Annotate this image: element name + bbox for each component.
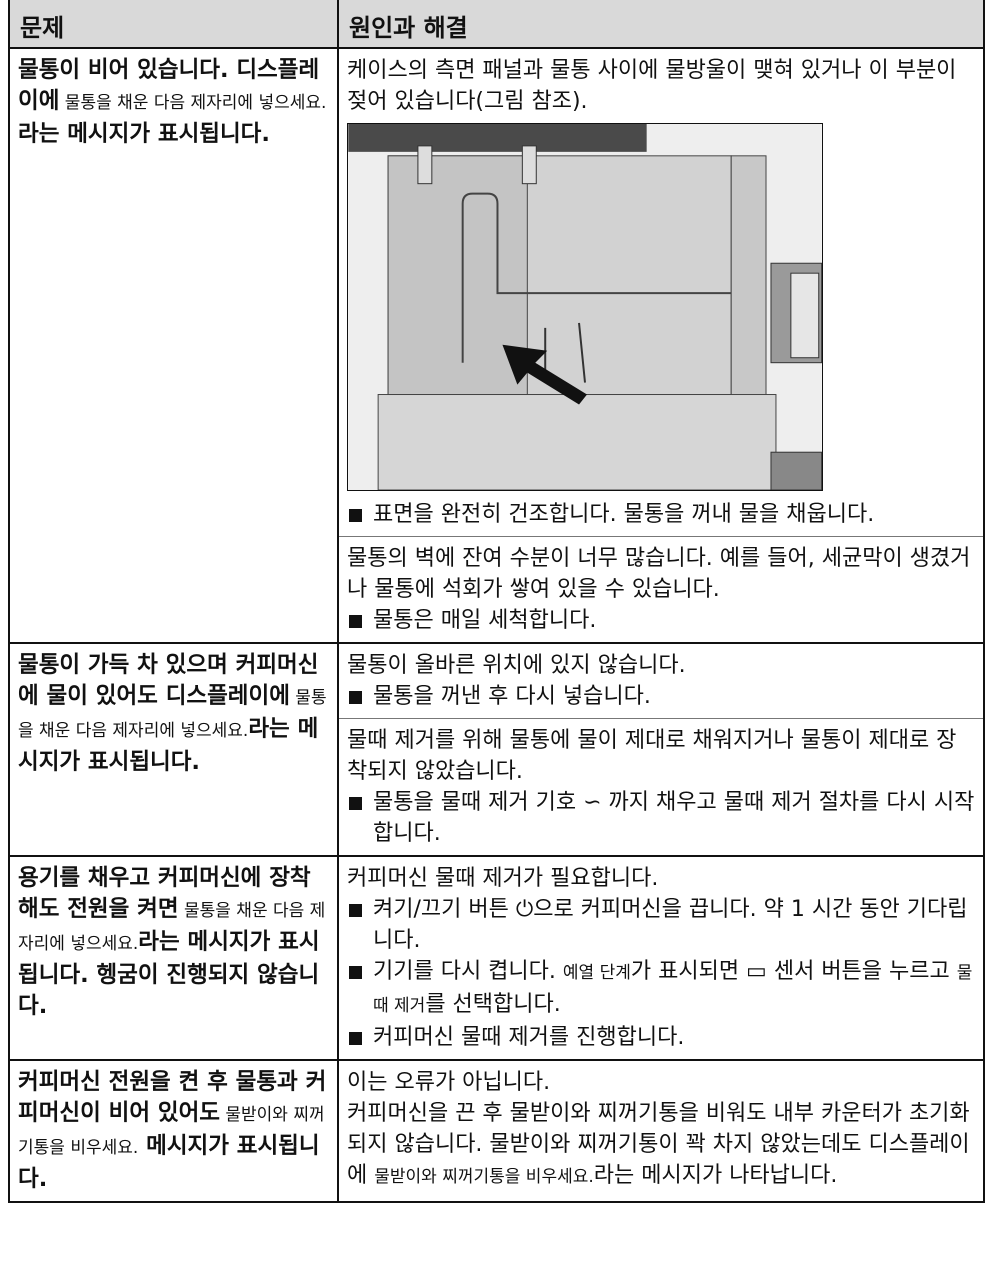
bullet-item: 물통을 물때 제거 기호 ∽ 까지 채우고 물때 제거 절차를 다시 시작합니다… bbox=[347, 787, 975, 849]
paragraph: 케이스의 측면 패널과 물통 사이에 물방울이 맺혀 있거나 이 부분이 젖어 … bbox=[347, 55, 975, 117]
solution-column: 물통이 올바른 위치에 있지 않습니다. 물통을 꺼낸 후 다시 넣습니다. 물때 … bbox=[339, 644, 983, 855]
paragraph: 물통의 벽에 잔여 수분이 너무 많습니다. 예를 들어, 세균막이 생겼거나 … bbox=[347, 543, 975, 605]
table-row: 물통이 가득 차 있으며 커피머신에 물이 있어도 디스플레이에 물통을 채운 … bbox=[10, 644, 983, 857]
paragraph: 커피머신 물때 제거가 필요합니다. bbox=[347, 863, 975, 894]
header-cell: 원인과 해결 bbox=[349, 14, 468, 42]
text-span: 물통은 매일 세척합니다. bbox=[373, 608, 597, 633]
paragraph: 물때 제거를 위해 물통에 물이 제대로 채워지거나 물통이 제대로 장착되지 … bbox=[347, 725, 975, 787]
bullet-item: 물통은 매일 세척합니다. bbox=[347, 605, 975, 636]
bullet-item: 표면을 완전히 건조합니다. 물통을 꺼내 물을 채웁니다. bbox=[347, 499, 975, 530]
bullet-item: 켜기/끄기 버튼 ⏻으로 커피머신을 끕니다. 약 1 시간 동안 기다립니다. bbox=[347, 894, 975, 956]
paragraph: 이는 오류가 아닙니다. bbox=[347, 1067, 975, 1098]
text-span: 표면을 완전히 건조합니다. 물통을 꺼내 물을 채웁니다. bbox=[373, 502, 875, 527]
paragraph: 물통이 올바른 위치에 있지 않습니다. bbox=[347, 650, 975, 681]
text-span: 물통을 물때 제거 기호 ∽ 까지 채우고 물때 제거 절차를 다시 시작합니다… bbox=[373, 790, 975, 846]
text-span: 물통을 채운 다음 제자리에 넣으세요. bbox=[18, 688, 327, 741]
text-span: 라는 메시지가 표시됩니다. 헹굼이 진행되지 않습니다. bbox=[18, 929, 320, 1019]
solution-cell: 물때 제거를 위해 물통에 물이 제대로 채워지거나 물통이 제대로 장착되지 … bbox=[339, 719, 983, 855]
figure bbox=[347, 123, 823, 491]
bullet-item: 기기를 다시 켭니다. 예열 단계가 표시되면 ▭ 센서 버튼을 누르고 물때 … bbox=[347, 956, 975, 1022]
text-span: 물때 제거 bbox=[373, 963, 973, 1016]
text-span: 라는 메시지가 나타납니다. bbox=[593, 1163, 838, 1188]
bullet-item: 물통을 꺼낸 후 다시 넣습니다. bbox=[347, 681, 975, 712]
text-span: 이는 오류가 아닙니다. bbox=[347, 1070, 551, 1095]
solution-column: 케이스의 측면 패널과 물통 사이에 물방울이 맺혀 있거나 이 부분이 젖어 … bbox=[339, 49, 983, 642]
solution-cell: 물통이 올바른 위치에 있지 않습니다. 물통을 꺼낸 후 다시 넣습니다. bbox=[339, 644, 983, 719]
text-span: 를 선택합니다. bbox=[425, 992, 561, 1017]
text-span: 켜기/끄기 버튼 ⏻으로 커피머신을 끕니다. 약 1 시간 동안 기다립니다. bbox=[373, 897, 968, 953]
solution-cell: 물통의 벽에 잔여 수분이 너무 많습니다. 예를 들어, 세균막이 생겼거나 … bbox=[339, 537, 983, 642]
text-span: 용기를 채우고 커피머신에 장착해도 전원을 켜면 bbox=[18, 865, 311, 922]
text-span: 커피머신을 끈 후 물받이와 찌꺼기통을 비워도 내부 카운터가 초기화되지 않… bbox=[347, 1101, 970, 1188]
bullet-item: 커피머신 물때 제거를 진행합니다. bbox=[347, 1022, 975, 1053]
header-row: 문제 원인과 해결 bbox=[10, 0, 983, 49]
solution-cell: 케이스의 측면 패널과 물통 사이에 물방울이 맺혀 있거나 이 부분이 젖어 … bbox=[339, 49, 983, 537]
problem-cell: 물통이 가득 차 있으며 커피머신에 물이 있어도 디스플레이에 물통을 채운 … bbox=[10, 644, 339, 855]
text-span: 라는 메시지가 표시됩니다. bbox=[18, 716, 319, 775]
table-row: 커피머신 전원을 켠 후 물통과 커피머신이 비어 있어도 물받이와 찌꺼기통을… bbox=[10, 1061, 983, 1203]
solution-column: 커피머신 물때 제거가 필요합니다. 켜기/끄기 버튼 ⏻으로 커피머신을 끕니다… bbox=[339, 857, 983, 1059]
text-span: 라는 메시지가 표시됩니다. bbox=[18, 121, 270, 147]
text-span: 물통을 채운 다음 제자리에 넣으세요. bbox=[59, 93, 327, 113]
text-span: 물때 제거를 위해 물통에 물이 제대로 채워지거나 물통이 제대로 장착되지 … bbox=[347, 728, 957, 784]
header-cell: 문제 bbox=[10, 0, 339, 47]
solution-column: 이는 오류가 아닙니다. 커피머신을 끈 후 물받이와 찌꺼기통을 비워도 내부 … bbox=[339, 1061, 983, 1201]
problem-cell: 커피머신 전원을 켠 후 물통과 커피머신이 비어 있어도 물받이와 찌꺼기통을… bbox=[10, 1061, 339, 1201]
text-span: 물통을 채운 다음 제자리에 넣으세요. bbox=[18, 901, 326, 954]
solution-cell: 이는 오류가 아닙니다. 커피머신을 끈 후 물받이와 찌꺼기통을 비워도 내부 … bbox=[339, 1061, 983, 1199]
text-span: 물받이와 찌꺼기통을 비우세요. bbox=[18, 1105, 325, 1158]
text-span: 물통을 꺼낸 후 다시 넣습니다. bbox=[373, 684, 651, 709]
text-span: 가 표시되면 ▭ 센서 버튼을 누르고 bbox=[630, 959, 957, 984]
text-span: 커피머신 물때 제거를 진행합니다. bbox=[373, 1025, 685, 1050]
table: 문제 원인과 해결 물통이 비어 있습니다. 디스플레이에 물통을 채운 다음 … bbox=[8, 0, 985, 1203]
text-span: 기기를 다시 켭니다. bbox=[373, 959, 563, 984]
paragraph: 커피머신을 끈 후 물받이와 찌꺼기통을 비워도 내부 카운터가 초기화되지 않… bbox=[347, 1098, 975, 1193]
text-span: 물받이와 찌꺼기통을 비우세요. bbox=[374, 1167, 594, 1187]
text-span: 케이스의 측면 패널과 물통 사이에 물방울이 맺혀 있거나 이 부분이 젖어 … bbox=[347, 58, 957, 114]
table-row: 용기를 채우고 커피머신에 장착해도 전원을 켜면 물통을 채운 다음 제자리에… bbox=[10, 857, 983, 1061]
text-span: 물통이 비어 있습니다. 디스플레이에 bbox=[18, 57, 320, 114]
text-span: 물통의 벽에 잔여 수분이 너무 많습니다. 예를 들어, 세균막이 생겼거나 … bbox=[347, 546, 971, 602]
text-span: 메시지가 표시됩니다. bbox=[18, 1133, 320, 1192]
problem-cell: 물통이 비어 있습니다. 디스플레이에 물통을 채운 다음 제자리에 넣으세요.… bbox=[10, 49, 339, 642]
solution-cell: 커피머신 물때 제거가 필요합니다. 켜기/끄기 버튼 ⏻으로 커피머신을 끕니다… bbox=[339, 857, 983, 1059]
table-row: 물통이 비어 있습니다. 디스플레이에 물통을 채운 다음 제자리에 넣으세요.… bbox=[10, 49, 983, 644]
problem-cell: 용기를 채우고 커피머신에 장착해도 전원을 켜면 물통을 채운 다음 제자리에… bbox=[10, 857, 339, 1059]
text-span: 물통이 가득 차 있으며 커피머신에 물이 있어도 디스플레이에 bbox=[18, 652, 319, 709]
text-span: 커피머신 물때 제거가 필요합니다. bbox=[347, 866, 659, 891]
text-span: 예열 단계 bbox=[562, 963, 631, 983]
text-span: 커피머신 전원을 켠 후 물통과 커피머신이 비어 있어도 bbox=[18, 1069, 327, 1126]
text-span: 물통이 올바른 위치에 있지 않습니다. bbox=[347, 653, 686, 678]
